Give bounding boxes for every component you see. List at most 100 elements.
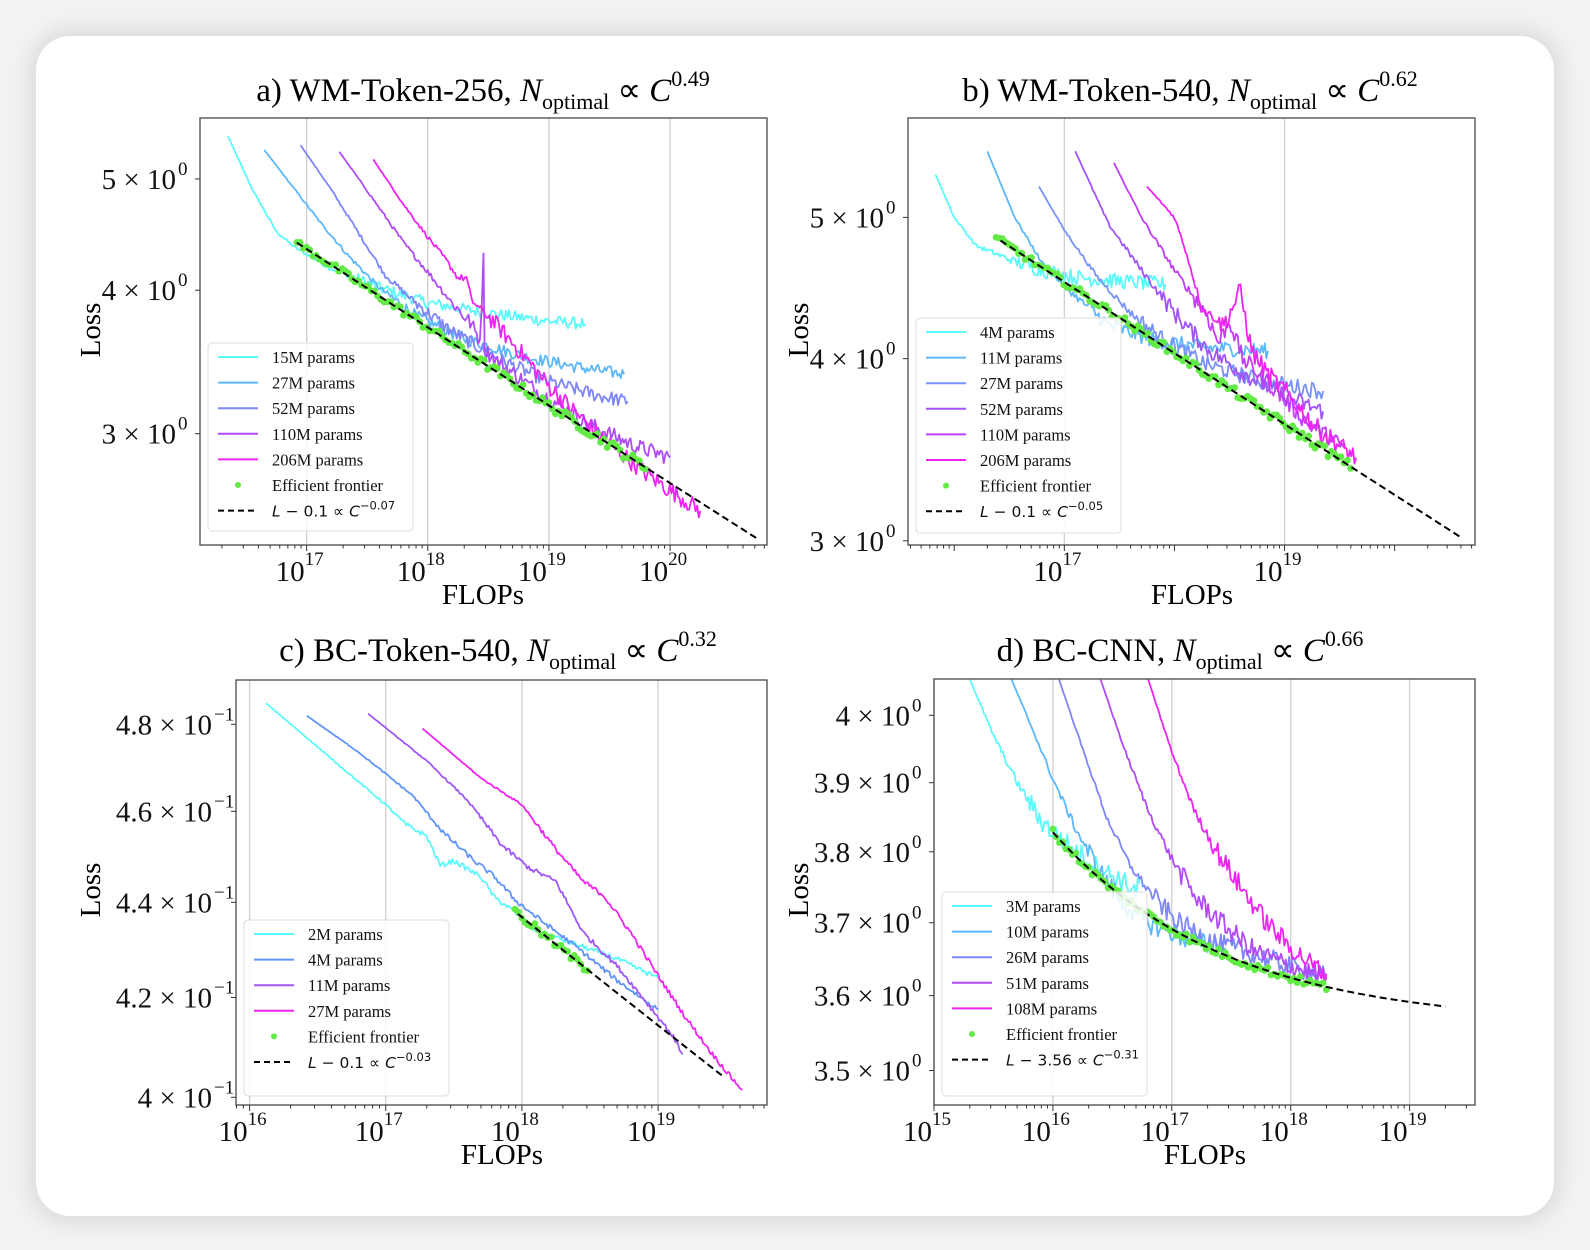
y-tick-label: 4.4 × 10 xyxy=(116,887,212,919)
plot-area xyxy=(934,150,1462,539)
y-tick-label: 3.8 × 10 xyxy=(814,837,910,869)
x-tick-exponent: 16 xyxy=(248,1109,267,1130)
x-tick-exponent: 20 xyxy=(668,549,687,570)
y-tick-exponent: 0 xyxy=(912,1051,922,1072)
frontier-point xyxy=(515,908,522,916)
legend-fit-label: L − 0.1 ∝ C−0.05 xyxy=(980,499,1103,521)
y-tick-exponent: 0 xyxy=(912,903,922,924)
legend-box xyxy=(941,891,1148,1097)
y-tick-label: 4 × 10 xyxy=(102,275,176,307)
y-tick-label: 3.7 × 10 xyxy=(814,908,910,940)
y-tick-label: 4 × 10 xyxy=(836,700,910,732)
legend: 4M params 11M params 27M params 52M params 1… xyxy=(915,317,1122,534)
panel-a-ylabel: Loss xyxy=(75,303,107,358)
series-line-4m-params xyxy=(306,715,659,1011)
x-tick-label: 10 xyxy=(903,1116,932,1148)
legend-label: 15M params xyxy=(272,348,355,367)
y-tick-label: 4.6 × 10 xyxy=(116,796,212,828)
frontier-point xyxy=(1321,442,1329,450)
series-line-11m-params xyxy=(986,150,1269,360)
x-tick-exponent: 17 xyxy=(305,549,324,570)
y-tick-exponent: 0 xyxy=(886,197,896,218)
x-tick-label: 10 xyxy=(491,1116,520,1148)
y-tick-exponent: 0 xyxy=(178,270,188,291)
x-tick-label: 10 xyxy=(1260,1116,1289,1148)
x-tick-label: 10 xyxy=(397,556,426,588)
y-tick-label: 3 × 10 xyxy=(102,419,176,451)
x-tick-label: 10 xyxy=(1022,1116,1051,1148)
y-tick-exponent: 0 xyxy=(178,414,188,435)
x-tick-label: 10 xyxy=(355,1116,384,1148)
legend-label: 52M params xyxy=(272,399,355,418)
x-tick-exponent: 17 xyxy=(1170,1109,1189,1130)
y-tick-label: 3.9 × 10 xyxy=(814,768,910,800)
legend: 15M params 27M params 52M params 110M param… xyxy=(207,342,414,532)
frontier-point xyxy=(1324,453,1332,461)
panel-b-title: b) WM-Token-540, Noptimal ∝ C0.62 xyxy=(962,66,1417,114)
legend-label: 11M params xyxy=(980,349,1062,368)
legend-label: 52M params xyxy=(980,400,1063,419)
series-line-206m-params xyxy=(1146,185,1357,465)
panel-a-title: a) WM-Token-256, Noptimal ∝ C0.49 xyxy=(256,66,710,114)
series-line-2m-params xyxy=(265,702,659,979)
legend-label: 4M params xyxy=(980,323,1055,342)
y-tick-exponent: −1 xyxy=(214,882,234,903)
legend-frontier-marker xyxy=(235,482,241,488)
panel-b-xlabel: FLOPs xyxy=(1151,579,1233,611)
y-tick-label: 3 × 10 xyxy=(810,526,884,558)
x-tick-label: 10 xyxy=(1033,556,1062,588)
legend-label: 11M params xyxy=(308,976,390,995)
x-tick-exponent: 19 xyxy=(1408,1109,1427,1130)
frontier-point xyxy=(642,466,650,473)
legend-box xyxy=(207,342,414,532)
legend-label: 206M params xyxy=(272,450,363,469)
x-tick-exponent: 17 xyxy=(1062,549,1081,570)
panel-d: d) BC-CNN, Noptimal ∝ C0.66 FLOPs Loss 1… xyxy=(783,626,1476,1171)
y-tick-exponent: 0 xyxy=(886,521,896,542)
legend-label: 108M params xyxy=(1006,999,1097,1018)
fit-line xyxy=(999,239,1462,539)
frontier-point xyxy=(1144,329,1151,337)
legend: 2M params 4M params 11M params 27M params Ef… xyxy=(243,919,450,1097)
x-tick-label: 10 xyxy=(219,1116,248,1148)
x-tick-exponent: 17 xyxy=(384,1109,403,1130)
y-tick-label: 4 × 10 xyxy=(138,1082,212,1114)
series-line-52m-params xyxy=(1074,150,1324,420)
series-line-206m-params xyxy=(372,158,702,519)
plot-area xyxy=(265,702,743,1091)
series-line-3m-params xyxy=(968,679,1141,898)
series-line-15m-params xyxy=(227,135,587,330)
y-tick-exponent: −1 xyxy=(214,977,234,998)
series-line-52m-params xyxy=(299,144,629,407)
x-tick-label: 10 xyxy=(1254,556,1283,588)
legend-label: 27M params xyxy=(308,1002,391,1021)
legend-label: 110M params xyxy=(272,425,363,444)
legend-box xyxy=(915,317,1122,534)
y-tick-label: 3.6 × 10 xyxy=(814,981,910,1013)
panel-d-title: d) BC-CNN, Noptimal ∝ C0.66 xyxy=(997,626,1364,674)
legend-fit-label: L − 0.1 ∝ C−0.07 xyxy=(272,499,395,521)
legend-label: 4M params xyxy=(308,951,383,970)
frontier-point xyxy=(1049,825,1057,833)
x-tick-exponent: 16 xyxy=(1051,1109,1070,1130)
frontier-point xyxy=(574,955,581,963)
legend-label: 206M params xyxy=(980,451,1071,470)
frontier-point xyxy=(547,933,555,941)
y-tick-exponent: 0 xyxy=(886,339,896,360)
y-tick-exponent: 0 xyxy=(912,695,922,716)
frontier-point xyxy=(1231,384,1238,391)
series-line-108m-params xyxy=(1147,679,1328,984)
plot-area xyxy=(227,135,758,540)
legend-label: 2M params xyxy=(308,925,383,944)
y-tick-exponent: −1 xyxy=(214,1077,234,1098)
legend-fit-label: L − 0.1 ∝ C−0.03 xyxy=(308,1050,431,1072)
x-tick-label: 10 xyxy=(1141,1116,1170,1148)
frontier-point xyxy=(1319,979,1327,987)
legend-label: Efficient frontier xyxy=(980,477,1092,496)
panel-c-title: c) BC-Token-540, Noptimal ∝ C0.32 xyxy=(279,626,717,674)
x-tick-exponent: 15 xyxy=(932,1109,951,1130)
legend-label: 26M params xyxy=(1006,948,1089,967)
y-tick-exponent: 0 xyxy=(912,976,922,997)
x-tick-exponent: 18 xyxy=(426,549,445,570)
